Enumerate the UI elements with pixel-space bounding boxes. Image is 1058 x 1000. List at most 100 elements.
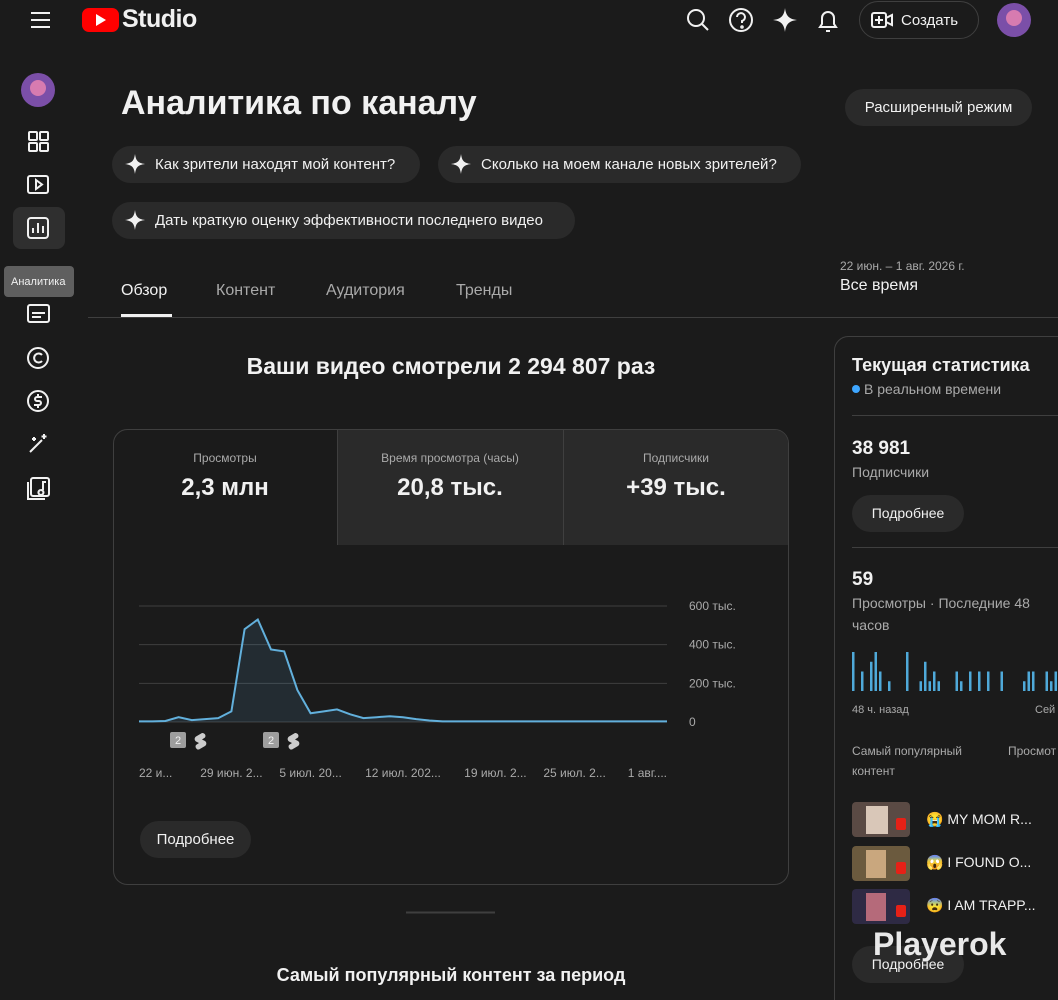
bar bbox=[1050, 681, 1053, 691]
bar bbox=[978, 671, 981, 691]
tab[interactable]: Аудитория bbox=[326, 282, 405, 299]
bar bbox=[1023, 681, 1026, 691]
help-icon[interactable] bbox=[729, 8, 753, 32]
date-range: 22 июн. – 1 авг. 2026 г. bbox=[840, 259, 965, 273]
bar bbox=[919, 681, 922, 691]
subscribers-label: Подписчики bbox=[852, 464, 930, 480]
x-tick-label: 19 июл. 2... bbox=[464, 766, 526, 780]
bar bbox=[924, 661, 927, 691]
shorts-icon bbox=[194, 732, 207, 750]
subscribers-button[interactable]: Подробнее bbox=[871, 505, 945, 521]
chip-text: Как зрители находят мой контент? bbox=[155, 156, 396, 173]
section-title: Самый популярный контент за период bbox=[276, 965, 626, 985]
page-title: Аналитика по каналу bbox=[121, 84, 477, 122]
bar bbox=[1027, 671, 1030, 691]
x-tick-label: 22 и... bbox=[139, 766, 172, 780]
annotation-label: 2 bbox=[268, 735, 274, 747]
metric-value: +39 тыс. bbox=[626, 474, 726, 501]
more-button[interactable]: Подробнее bbox=[156, 831, 235, 848]
x-tick-label: 12 июл. 202... bbox=[365, 766, 441, 780]
chip[interactable]: Дать краткую оценку эффективности послед… bbox=[112, 202, 575, 239]
y-tick-label: 600 тыс. bbox=[689, 599, 736, 613]
metric-value: 2,3 млн bbox=[181, 474, 269, 501]
bar bbox=[1000, 671, 1003, 691]
tab[interactable]: Контент bbox=[216, 282, 276, 299]
bar bbox=[987, 671, 990, 691]
annotation-label: 2 bbox=[175, 735, 181, 747]
realtime-more-button-bg[interactable] bbox=[852, 946, 964, 983]
subscribers-button-bg[interactable] bbox=[852, 495, 964, 532]
bar bbox=[928, 681, 931, 691]
metric-label: Просмотры bbox=[193, 451, 257, 465]
metric[interactable]: Подписчики +39 тыс. bbox=[563, 429, 789, 545]
headline: Ваши видео смотрели 2 294 807 раз bbox=[246, 353, 656, 379]
period[interactable]: Все время bbox=[840, 277, 918, 294]
create-button-frame[interactable] bbox=[859, 1, 979, 39]
bar bbox=[906, 652, 909, 691]
top-content-label: Самый популярный контент bbox=[852, 744, 962, 778]
overview-card bbox=[113, 429, 789, 885]
thumbnails[interactable] bbox=[852, 802, 910, 924]
metric-value: 20,8 тыс. bbox=[397, 474, 503, 501]
bar bbox=[1032, 671, 1035, 691]
create-icon bbox=[871, 12, 893, 28]
realtime-card bbox=[834, 336, 1058, 1000]
chip[interactable]: Как зрители находят мой контент? bbox=[112, 146, 420, 183]
metric-label: Подписчики bbox=[642, 451, 709, 465]
subscribers-count: 38 981 bbox=[852, 438, 911, 459]
logo-text[interactable]: Studio bbox=[122, 5, 197, 33]
bar bbox=[879, 671, 882, 691]
more-button-bg[interactable] bbox=[140, 821, 251, 858]
shorts-icon bbox=[287, 732, 300, 750]
bar bbox=[888, 681, 891, 691]
avatar-face bbox=[30, 80, 46, 96]
live-dot bbox=[852, 385, 860, 393]
y-tick-label: 0 bbox=[689, 715, 696, 729]
create-button[interactable]: Создать bbox=[901, 12, 959, 29]
ai-icon[interactable] bbox=[773, 8, 797, 32]
realtime-title: Текущая статистика bbox=[852, 355, 1030, 375]
x-tick-label: 5 июл. 20... bbox=[279, 766, 341, 780]
bar bbox=[969, 671, 972, 691]
tooltip: Аналитика bbox=[11, 276, 66, 288]
metric[interactable]: Время просмотра (часы) 20,8 тыс. bbox=[337, 429, 563, 545]
annotation-badge bbox=[170, 732, 186, 748]
top-item[interactable]: 😭 MY MOM R... bbox=[926, 811, 1032, 827]
tab[interactable]: Тренды bbox=[456, 282, 513, 299]
y-tick-label: 400 тыс. bbox=[689, 638, 736, 652]
bar bbox=[937, 681, 940, 691]
menu-icon[interactable] bbox=[31, 12, 50, 28]
nav-icons[interactable] bbox=[27, 131, 50, 500]
metric-label: Время просмотра (часы) bbox=[381, 451, 519, 465]
chip[interactable]: Сколько на моем канале новых зрителей? bbox=[438, 146, 801, 183]
views-label: Просмотры · Последние 48 часов bbox=[852, 595, 1030, 633]
x-start-label: 48 ч. назад bbox=[852, 704, 909, 716]
bar bbox=[852, 652, 855, 691]
metric[interactable]: Просмотры 2,3 млн bbox=[113, 429, 337, 545]
bar bbox=[1045, 671, 1048, 691]
bar bbox=[874, 652, 877, 691]
views-column: Просмот bbox=[1008, 744, 1057, 758]
bell-icon[interactable] bbox=[818, 11, 838, 32]
series-area bbox=[139, 619, 667, 722]
watermark: Playerok bbox=[873, 926, 1007, 962]
top-item[interactable]: 😱 I FOUND O... bbox=[926, 854, 1032, 870]
views-count: 59 bbox=[852, 569, 874, 590]
bar bbox=[933, 671, 936, 691]
x-end-label: Сей bbox=[1035, 704, 1055, 716]
chip-text: Дать краткую оценку эффективности послед… bbox=[155, 212, 543, 229]
realtime-more-button[interactable]: Подробнее bbox=[871, 956, 945, 972]
bar bbox=[955, 671, 958, 691]
advanced-button[interactable]: Расширенный режим bbox=[845, 89, 1032, 126]
realtime-live: В реальном времени bbox=[864, 381, 1002, 397]
avatar-face bbox=[1006, 10, 1022, 26]
search-icon[interactable] bbox=[687, 9, 709, 31]
bar bbox=[960, 681, 963, 691]
metric-tabs-bg bbox=[337, 430, 788, 545]
logo-play bbox=[96, 14, 106, 26]
tab[interactable]: Обзор bbox=[121, 282, 168, 299]
advanced-button-text: Расширенный режим bbox=[864, 99, 1013, 116]
top-item[interactable]: 😨 I AM TRAPP... bbox=[926, 897, 1036, 913]
